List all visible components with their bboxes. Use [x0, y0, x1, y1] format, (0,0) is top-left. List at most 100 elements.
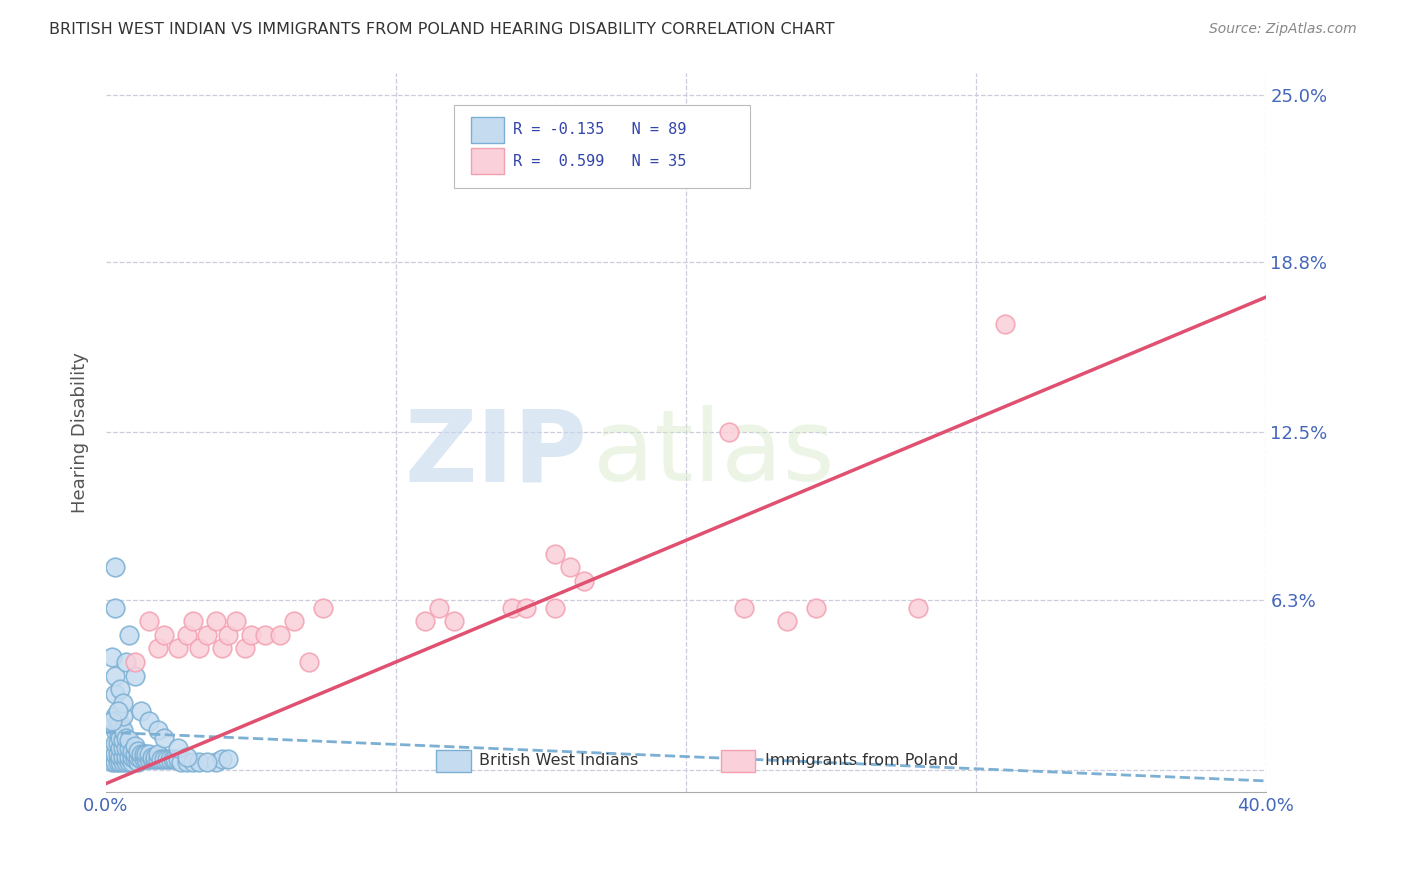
Point: [187, 755, 209, 769]
Point: [112, 723, 135, 737]
Point: [443, 615, 465, 629]
Point: [107, 747, 129, 761]
Point: [298, 655, 321, 669]
Point: [167, 741, 190, 756]
Point: [112, 733, 135, 747]
Point: [124, 668, 146, 682]
Point: [112, 749, 135, 764]
Point: [544, 601, 567, 615]
Point: [138, 747, 160, 761]
Point: [104, 723, 127, 737]
Point: [112, 709, 135, 723]
Point: [138, 615, 160, 629]
Point: [107, 755, 129, 769]
FancyBboxPatch shape: [720, 750, 755, 772]
Point: [515, 601, 537, 615]
Point: [776, 615, 799, 629]
Point: [153, 731, 176, 745]
Point: [127, 755, 149, 769]
Point: [118, 733, 141, 747]
Point: [167, 752, 190, 766]
Point: [217, 628, 239, 642]
Point: [115, 755, 138, 769]
Point: [269, 628, 291, 642]
Point: [176, 755, 198, 769]
Point: [132, 752, 155, 766]
Point: [118, 749, 141, 764]
Point: [107, 723, 129, 737]
Point: [121, 755, 143, 769]
Point: [254, 628, 277, 642]
Point: [167, 641, 190, 656]
Point: [162, 752, 184, 766]
Point: [129, 752, 152, 766]
Point: [143, 749, 166, 764]
Point: [159, 752, 181, 766]
Point: [115, 731, 138, 745]
Point: [100, 649, 122, 664]
Point: [124, 739, 146, 753]
Point: [233, 641, 256, 656]
Point: [115, 749, 138, 764]
Point: [176, 628, 198, 642]
Point: [427, 601, 450, 615]
Point: [97, 752, 120, 766]
Point: [104, 601, 127, 615]
Point: [104, 747, 127, 761]
Text: atlas: atlas: [593, 405, 835, 502]
Point: [121, 744, 143, 758]
Point: [132, 747, 155, 761]
Point: [100, 749, 122, 764]
Point: [181, 755, 204, 769]
Point: [205, 615, 228, 629]
Point: [104, 736, 127, 750]
Point: [574, 574, 596, 588]
Point: [195, 628, 218, 642]
Point: [146, 747, 169, 761]
Point: [806, 601, 828, 615]
Point: [107, 704, 129, 718]
Point: [127, 749, 149, 764]
Point: [733, 601, 755, 615]
Text: BRITISH WEST INDIAN VS IMMIGRANTS FROM POLAND HEARING DISABILITY CORRELATION CHA: BRITISH WEST INDIAN VS IMMIGRANTS FROM P…: [49, 22, 835, 37]
Point: [138, 752, 160, 766]
Point: [129, 747, 152, 761]
Point: [104, 668, 127, 682]
Point: [110, 749, 132, 764]
Point: [121, 749, 143, 764]
Point: [283, 615, 305, 629]
Point: [115, 741, 138, 756]
Point: [150, 752, 173, 766]
Point: [141, 749, 163, 764]
Point: [110, 741, 132, 756]
Point: [558, 560, 581, 574]
Point: [112, 755, 135, 769]
Point: [141, 752, 163, 766]
Text: ZIP: ZIP: [405, 405, 588, 502]
Point: [138, 714, 160, 729]
FancyBboxPatch shape: [436, 750, 471, 772]
Point: [217, 752, 239, 766]
Text: R =  0.599   N = 35: R = 0.599 N = 35: [513, 154, 686, 169]
Text: Immigrants from Poland: Immigrants from Poland: [765, 753, 957, 768]
Point: [153, 628, 176, 642]
Point: [104, 688, 127, 702]
Point: [115, 655, 138, 669]
Point: [994, 318, 1017, 332]
Point: [100, 741, 122, 756]
Point: [104, 755, 127, 769]
FancyBboxPatch shape: [454, 105, 749, 188]
Point: [146, 723, 169, 737]
Point: [129, 704, 152, 718]
Point: [181, 615, 204, 629]
Point: [107, 736, 129, 750]
Point: [110, 731, 132, 745]
Point: [413, 615, 436, 629]
Point: [112, 696, 135, 710]
Point: [312, 601, 335, 615]
Point: [124, 655, 146, 669]
Point: [104, 709, 127, 723]
Point: [544, 547, 567, 561]
Point: [501, 601, 523, 615]
Text: British West Indians: British West Indians: [479, 753, 638, 768]
